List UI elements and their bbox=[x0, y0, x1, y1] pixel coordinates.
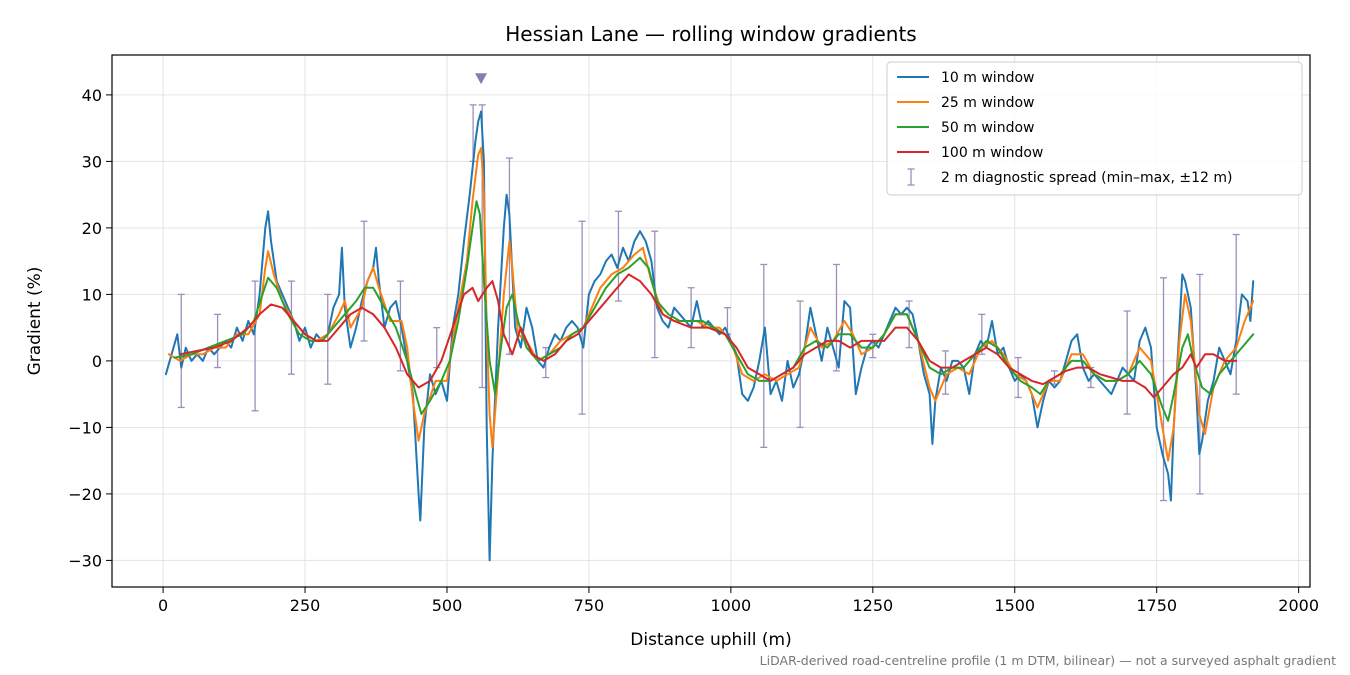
series-lines bbox=[164, 110, 1255, 562]
plot-frame bbox=[111, 54, 1311, 588]
legend-label: 50 m window bbox=[941, 120, 1034, 136]
error-bar bbox=[360, 220, 368, 342]
error-bar bbox=[760, 263, 768, 449]
y-tick-label: −30 bbox=[68, 551, 102, 570]
x-tick-label: 1750 bbox=[1136, 596, 1177, 615]
x-tick-label: 750 bbox=[574, 596, 605, 615]
legend-box bbox=[886, 61, 1303, 196]
y-tick-label: 0 bbox=[92, 352, 102, 371]
error-bar bbox=[1123, 310, 1131, 415]
y-tick-label: 40 bbox=[82, 86, 102, 105]
y-tick-label: −10 bbox=[68, 418, 102, 437]
series-line bbox=[167, 147, 1255, 462]
error-bar bbox=[869, 333, 877, 359]
y-axis-label: Gradient (%) bbox=[25, 267, 45, 376]
error-bar bbox=[578, 220, 586, 415]
axis-ticks: 0 250 500 750 1000 1250 1500 1750 2000 −30 −20 −10 0… bbox=[68, 86, 1319, 615]
error-bar bbox=[832, 263, 840, 372]
error-bar bbox=[1160, 277, 1168, 502]
plot-area bbox=[164, 73, 1255, 562]
y-tick-label: 20 bbox=[82, 219, 102, 238]
legend-label: 10 m window bbox=[941, 70, 1034, 86]
error-bar bbox=[1232, 233, 1240, 395]
series-line bbox=[179, 273, 1238, 399]
error-bar bbox=[1196, 273, 1204, 495]
x-tick-label: 1000 bbox=[711, 596, 752, 615]
y-tick-label: 10 bbox=[82, 285, 102, 304]
error-bar bbox=[687, 287, 695, 349]
x-tick-label: 0 bbox=[158, 596, 168, 615]
y-tick-label: −20 bbox=[68, 485, 102, 504]
error-bar bbox=[287, 280, 295, 375]
x-tick-label: 1500 bbox=[994, 596, 1035, 615]
x-axis-label: Distance uphill (m) bbox=[630, 630, 791, 650]
chart-title: Hessian Lane — rolling window gradients bbox=[505, 22, 916, 46]
footnote: LiDAR-derived road-centreline profile (1… bbox=[760, 653, 1336, 668]
legend-label: 25 m window bbox=[941, 95, 1034, 111]
x-tick-label: 250 bbox=[290, 596, 321, 615]
legend-entry: 2 m diagnostic spread (min–max, ±12 m) bbox=[907, 168, 1232, 186]
series-line bbox=[173, 200, 1255, 422]
error-bar bbox=[177, 293, 185, 409]
legend-label: 2 m diagnostic spread (min–max, ±12 m) bbox=[941, 170, 1232, 186]
legend-entry: 50 m window bbox=[897, 120, 1034, 136]
x-tick-label: 1250 bbox=[852, 596, 893, 615]
error-bar bbox=[251, 280, 259, 412]
peak-marker bbox=[475, 73, 488, 85]
legend-entry: 100 m window bbox=[897, 145, 1043, 161]
legend-entry: 25 m window bbox=[897, 95, 1034, 111]
legend: 10 m window 25 m window 50 m window 100 m w… bbox=[886, 61, 1303, 196]
legend-label: 100 m window bbox=[941, 145, 1043, 161]
legend-entry: 10 m window bbox=[897, 70, 1034, 86]
y-tick-label: 30 bbox=[82, 152, 102, 171]
error-bar bbox=[214, 313, 222, 369]
x-tick-label: 500 bbox=[432, 596, 463, 615]
x-tick-label: 2000 bbox=[1278, 596, 1319, 615]
error-bar bbox=[324, 293, 332, 385]
peak-marker-triangle bbox=[475, 73, 488, 85]
